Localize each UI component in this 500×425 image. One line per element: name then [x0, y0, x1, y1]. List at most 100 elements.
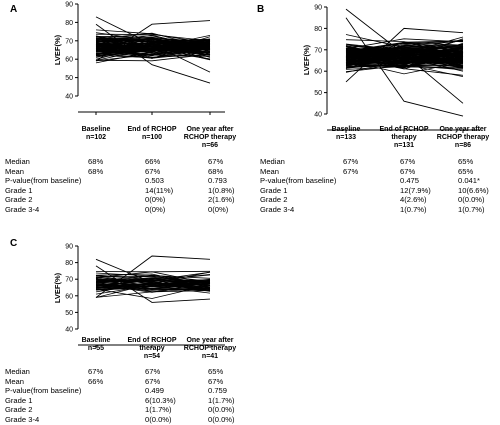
stats-cell: 66%: [88, 377, 103, 387]
stats-cell: 67%: [208, 377, 223, 387]
y-tick-label: 50: [314, 90, 322, 97]
stats-cell: 66%: [145, 157, 160, 167]
y-tick-label: 60: [314, 69, 322, 76]
y-tick-label: 80: [65, 20, 73, 27]
y-tick-label: 90: [65, 244, 73, 251]
stats-row-label: Mean: [5, 377, 24, 387]
stats-row-label: Mean: [260, 167, 279, 177]
stats-row-label: Grade 3-4: [5, 415, 39, 425]
y-axis-label: LVEF(%): [53, 272, 62, 303]
stats-cell: 2(1.6%): [208, 195, 235, 205]
stats-row-label: Grade 2: [5, 195, 32, 205]
stats-cell: 0.499: [145, 386, 164, 396]
stats-row: Mean 68% 67% 68%: [5, 167, 258, 177]
patient-lines: [96, 17, 210, 83]
y-axis-label: LVEF(%): [53, 34, 62, 65]
y-tick-label: 70: [314, 47, 322, 54]
patient-lines: [346, 9, 463, 116]
stats-cell: 67%: [88, 367, 103, 377]
stats-row-label: Median: [5, 157, 30, 167]
stats-row: Grade 3-4 0(0.0%) 0(0.0%): [5, 415, 258, 425]
stats-cell: 0(0.0%): [208, 405, 235, 415]
y-tick-label: 80: [65, 260, 73, 267]
stats-row-label: P-value(from baseline): [5, 386, 81, 396]
stats-row: Mean 66% 67% 67%: [5, 377, 258, 387]
y-tick-label: 50: [65, 310, 73, 317]
stats-cell: 0.759: [208, 386, 227, 396]
stats-row: Grade 3-4 1(0.7%) 1(0.7%): [260, 205, 500, 215]
stats-row-label: Median: [260, 157, 285, 167]
stats-row: Grade 2 4(2.6%) 0(0.0%): [260, 195, 500, 205]
stats-cell: 0(0%): [208, 205, 228, 215]
stats-cell: 1(0.8%): [208, 186, 235, 196]
stats-cell: 1(0.7%): [400, 205, 427, 215]
stats-cell: 12(7.9%): [400, 186, 431, 196]
y-tick-label: 50: [65, 75, 73, 82]
stats-cell: 65%: [458, 167, 473, 177]
stats-cell: 0.041*: [458, 176, 480, 186]
panel-label: A: [10, 4, 17, 15]
y-tick-label: 70: [65, 277, 73, 284]
stats-cell: 0(0.0%): [208, 415, 235, 425]
stats-row-label: Grade 2: [260, 195, 287, 205]
stats-cell: 65%: [458, 157, 473, 167]
stats-row-label: Grade 3-4: [5, 205, 39, 215]
stats-cell: 0(0.0%): [145, 415, 172, 425]
stats-cell: 68%: [88, 167, 103, 177]
stats-cell: 0.503: [145, 176, 164, 186]
stats-cell: 67%: [343, 167, 358, 177]
stats-row-label: Grade 2: [5, 405, 32, 415]
stats-row: Median 68% 66% 67%: [5, 157, 258, 167]
stats-row: Grade 2 0(0%) 2(1.6%): [5, 195, 258, 205]
y-tick-label: 80: [314, 26, 322, 33]
stats-cell: 67%: [400, 167, 415, 177]
stats-cell: 68%: [88, 157, 103, 167]
stats-cell: 65%: [208, 367, 223, 377]
y-tick-label: 60: [65, 57, 73, 64]
y-tick-label: 40: [65, 327, 73, 334]
panel-label: B: [257, 4, 264, 15]
y-tick-label: 90: [314, 5, 322, 12]
stats-cell: 67%: [145, 167, 160, 177]
stats-row: P-value(from baseline) 0.475 0.041*: [260, 176, 500, 186]
stats-row: P-value(from baseline) 0.499 0.759: [5, 386, 258, 396]
stats-row-label: Grade 1: [5, 186, 32, 196]
stats-row-label: Grade 1: [5, 396, 32, 406]
y-tick-label: 60: [65, 293, 73, 300]
stats-cell: 4(2.6%): [400, 195, 427, 205]
stats-cell: 6(10.3%): [145, 396, 176, 406]
stats-cell: 0.475: [400, 176, 419, 186]
stats-row-label: Mean: [5, 167, 24, 177]
stats-cell: 10(6.6%): [458, 186, 489, 196]
stats-cell: 1(1.7%): [208, 396, 235, 406]
stats-cell: 67%: [208, 157, 223, 167]
stats-cell: 68%: [208, 167, 223, 177]
patient-line: [96, 271, 210, 272]
stats-cell: 1(0.7%): [458, 205, 485, 215]
stats-cell: 0(0.0%): [458, 195, 485, 205]
y-axis-label: LVEF(%): [302, 44, 311, 75]
stats-row-label: P-value(from baseline): [5, 176, 81, 186]
y-tick-label: 70: [65, 38, 73, 45]
stats-cell: 0(0%): [145, 195, 165, 205]
stats-row-label: Grade 3-4: [260, 205, 294, 215]
stats-row-label: P-value(from baseline): [260, 176, 336, 186]
stats-cell: 67%: [145, 377, 160, 387]
